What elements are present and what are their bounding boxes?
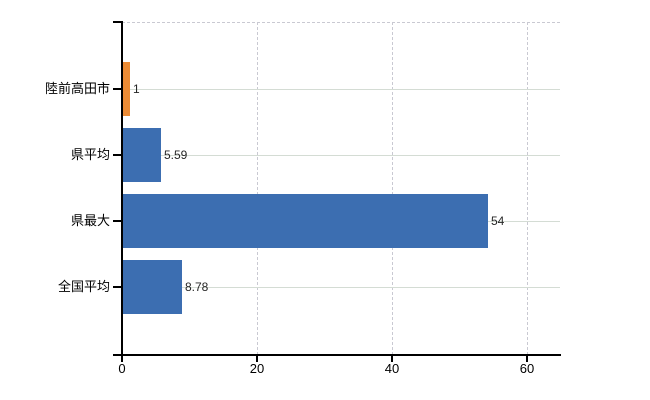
bar <box>123 128 161 182</box>
y-axis-top-tick <box>113 21 122 23</box>
y-axis-tick <box>113 286 122 288</box>
bar-value-label: 5.59 <box>164 148 188 162</box>
category-label: 陸前高田市 <box>44 81 110 96</box>
x-axis-tick <box>256 356 258 362</box>
row-gridline <box>123 287 560 288</box>
category-label: 県平均 <box>70 147 110 162</box>
bar <box>123 62 130 116</box>
plot-top-border <box>122 22 560 23</box>
x-axis-tick <box>391 356 393 362</box>
bar-value-label: 1 <box>133 82 140 96</box>
row-gridline <box>123 89 560 90</box>
x-axis-tick <box>526 356 528 362</box>
y-axis-tick <box>113 154 122 156</box>
bar-value-label: 54 <box>491 214 505 228</box>
vertical-gridline <box>527 22 528 355</box>
x-axis-tick-label: 60 <box>519 361 535 376</box>
x-axis-line <box>113 354 561 356</box>
x-axis-tick <box>121 356 123 362</box>
y-axis-line <box>121 21 123 356</box>
y-axis-tick <box>113 88 122 90</box>
row-gridline <box>123 155 560 156</box>
y-axis-tick <box>113 220 122 222</box>
category-label: 全国平均 <box>57 279 110 294</box>
bar-value-label: 8.78 <box>185 280 209 294</box>
x-axis-tick-label: 20 <box>249 361 265 376</box>
category-label: 県最大 <box>70 213 110 228</box>
bar <box>123 260 182 314</box>
x-axis-tick-label: 0 <box>118 361 126 376</box>
vertical-gridline <box>392 22 393 355</box>
bar <box>123 194 488 248</box>
vertical-gridline <box>257 22 258 355</box>
x-axis-tick-label: 40 <box>384 361 400 376</box>
